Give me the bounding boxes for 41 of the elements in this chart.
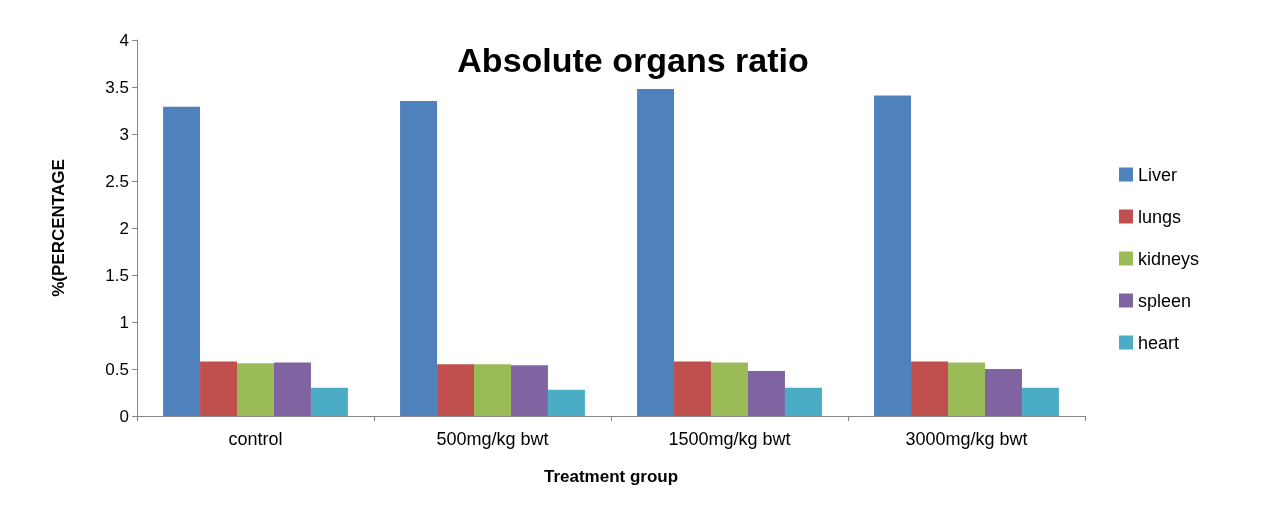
bar bbox=[310, 387, 348, 416]
legend-label: spleen bbox=[1137, 290, 1192, 311]
bar bbox=[547, 389, 585, 416]
bar bbox=[1021, 387, 1059, 416]
bar bbox=[510, 365, 548, 416]
bar bbox=[984, 369, 1022, 416]
bar bbox=[474, 364, 511, 416]
x-tick-label: 1500mg/kg bwt bbox=[668, 429, 791, 449]
bar bbox=[237, 363, 274, 416]
y-tick-label: 1 bbox=[119, 312, 129, 332]
x-tick-label: control bbox=[228, 429, 283, 449]
y-tick-label: 2.5 bbox=[105, 171, 129, 191]
bar bbox=[674, 361, 712, 416]
y-tick-label: 0.5 bbox=[105, 359, 129, 379]
chart-title: Absolute organs ratio bbox=[457, 41, 809, 79]
y-tick-label: 4 bbox=[119, 30, 129, 50]
bar bbox=[163, 106, 201, 416]
legend-label: kidneys bbox=[1137, 248, 1199, 269]
y-tick-label: 3 bbox=[119, 124, 129, 144]
legend-label: lungs bbox=[1137, 206, 1181, 227]
legend-label: Liver bbox=[1137, 164, 1177, 185]
bar bbox=[711, 362, 748, 416]
y-tick-label: 1.5 bbox=[105, 265, 129, 285]
y-tick-label: 3.5 bbox=[105, 77, 129, 97]
bar bbox=[747, 370, 785, 416]
bar bbox=[911, 361, 949, 416]
bar bbox=[874, 95, 912, 416]
legend-label: heart bbox=[1137, 332, 1179, 353]
bar bbox=[437, 364, 475, 416]
bar bbox=[948, 362, 985, 416]
y-axis-title: %(PERCENTAGE bbox=[49, 159, 68, 297]
bar bbox=[784, 387, 822, 416]
y-tick-label: 2 bbox=[119, 218, 129, 238]
y-tick-label: 0 bbox=[119, 406, 129, 426]
x-tick-label: 500mg/kg bwt bbox=[436, 429, 549, 449]
bar bbox=[400, 101, 438, 416]
bar bbox=[273, 362, 311, 416]
bar bbox=[200, 361, 238, 416]
bar bbox=[637, 88, 675, 416]
x-axis-title: Treatment group bbox=[543, 467, 679, 486]
x-tick-label: 3000mg/kg bwt bbox=[905, 429, 1028, 449]
